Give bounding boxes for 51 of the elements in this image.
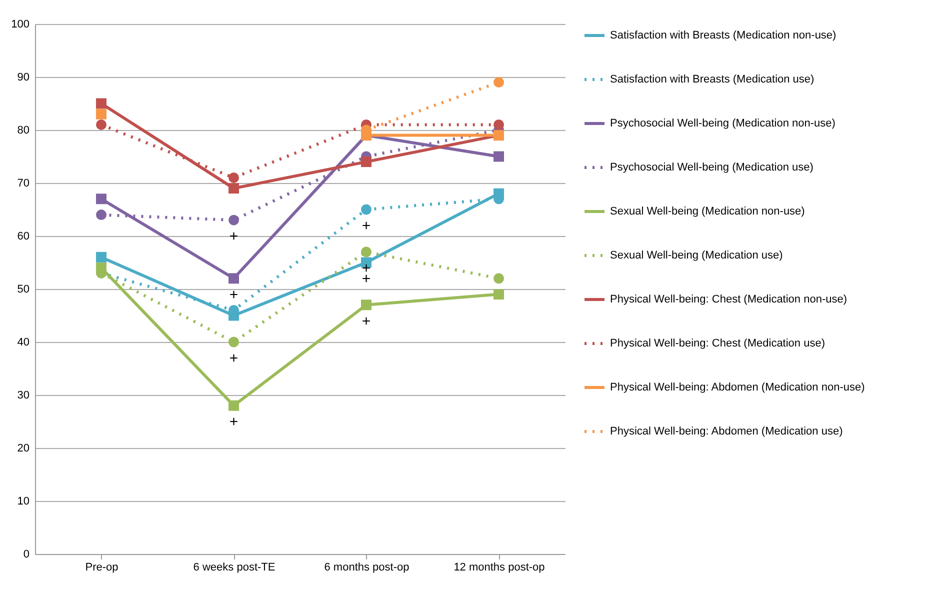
point	[361, 204, 372, 215]
legend-label: Satisfaction with Breasts (Medication use)	[610, 74, 814, 86]
annotation: +	[229, 414, 238, 431]
legend-label: Physical Well-being: Abdomen (Medication non-use)	[610, 382, 865, 394]
point	[96, 108, 106, 120]
legend-label: Physical Well-being: Abdomen (Medication use)	[610, 426, 843, 438]
annotation: +	[229, 350, 238, 367]
y-tick-label: 60	[17, 230, 30, 242]
y-tick-label: 0	[23, 548, 30, 560]
point	[96, 194, 106, 204]
y-tick-label: 10	[17, 496, 30, 508]
point	[228, 400, 239, 411]
legend-label: Physical Well-being: Chest (Medication non-use)	[610, 294, 848, 306]
point	[228, 273, 239, 284]
annotation: +	[229, 228, 238, 246]
x-tick-label: 6 weeks post-TE	[193, 562, 276, 574]
legend-label: Sexual Well-being (Medication non-use)	[610, 206, 805, 218]
point	[228, 336, 239, 348]
point	[96, 98, 106, 109]
point	[228, 214, 239, 226]
legend-label: Sexual Well-being (Medication use)	[610, 250, 783, 262]
annotation: +	[229, 286, 238, 304]
point	[494, 273, 504, 284]
x-tick-label: Pre-op	[85, 562, 118, 574]
annotation: +	[362, 218, 371, 234]
point	[228, 183, 239, 194]
point	[494, 151, 504, 162]
y-tick-label: 80	[17, 124, 30, 136]
legend-label: Psychosocial Well-being (Medication use)	[610, 162, 814, 174]
point	[361, 300, 372, 310]
y-tick-label: 50	[17, 284, 30, 296]
legend-label: Physical Well-being: Chest (Medication use)	[610, 338, 825, 350]
y-tick-label: 40	[17, 336, 30, 348]
point	[96, 210, 106, 220]
x-tick-label: 6 months post-op	[324, 562, 410, 574]
legend-label: Psychosocial Well-being (Medication non-use)	[610, 118, 836, 130]
y-tick-label: 70	[17, 178, 30, 190]
point	[361, 246, 372, 258]
y-tick-label: 20	[17, 442, 30, 454]
legend-label: Satisfaction with Breasts (Medication non-use)	[610, 30, 836, 42]
y-tick-label: 100	[11, 18, 30, 30]
point	[96, 252, 106, 262]
x-tick-label: 12 months post-op	[454, 562, 545, 574]
y-tick-label: 30	[17, 390, 30, 402]
point	[494, 77, 504, 88]
point	[228, 172, 239, 183]
point	[494, 289, 504, 300]
point	[361, 156, 372, 168]
y-tick-label: 90	[17, 72, 30, 84]
point	[96, 119, 106, 130]
annotation: +	[362, 312, 371, 330]
